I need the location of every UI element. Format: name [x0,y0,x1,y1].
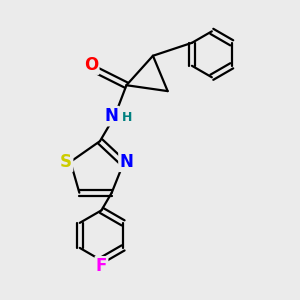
Text: N: N [119,153,134,171]
Text: N: N [105,107,119,125]
Text: O: O [84,56,98,74]
Text: S: S [60,153,72,171]
Text: F: F [96,257,107,275]
Text: H: H [122,111,132,124]
